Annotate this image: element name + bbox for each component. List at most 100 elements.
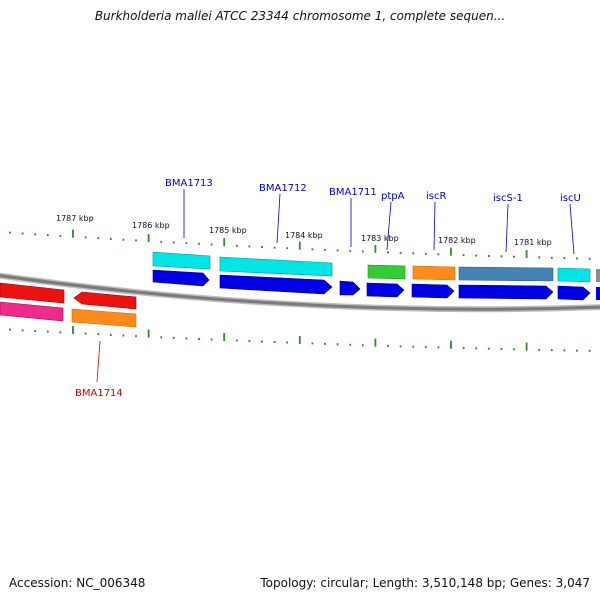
outer-tick	[135, 239, 137, 242]
inner-tick	[525, 342, 528, 351]
inner-tick	[387, 345, 389, 347]
outer-tick	[311, 248, 314, 251]
gene-label-bma1712[interactable]: BMA1712	[259, 183, 307, 194]
feature-edge-grey[interactable]	[596, 269, 600, 282]
feature-row-upper	[0, 251, 600, 310]
kbp-label-1786: 1786 kbp	[132, 221, 170, 230]
outer-tick	[525, 250, 528, 259]
inner-tick	[223, 333, 226, 341]
outer-tick	[160, 240, 163, 243]
gene-label-iscS-1[interactable]: iscS-1	[493, 193, 523, 204]
inner-tick	[475, 347, 478, 350]
inner-tick	[135, 335, 137, 338]
feature-bma1714-red-arrow[interactable]	[73, 291, 137, 310]
inner-tick	[437, 346, 440, 349]
outer-tick	[172, 241, 175, 244]
feature-edge-blue[interactable]	[596, 287, 600, 300]
outer-tick	[387, 251, 389, 254]
feature-bma1713-cds[interactable]	[152, 269, 210, 287]
kbp-label-1784: 1784 kbp	[285, 231, 323, 240]
inner-tick	[185, 337, 188, 340]
kbp-label-1787: 1787 kbp	[56, 214, 94, 223]
outer-tick	[147, 234, 150, 243]
outer-tick	[462, 254, 465, 257]
outer-tick	[500, 255, 503, 258]
feature-left-red[interactable]	[0, 282, 65, 304]
inner-tick	[172, 336, 175, 339]
outer-tick	[223, 238, 226, 247]
gene-label-iscU[interactable]: iscU	[560, 193, 581, 204]
inner-tick	[412, 345, 415, 348]
inner-tick	[500, 348, 503, 350]
inner-tick	[261, 340, 263, 343]
outer-tick	[298, 241, 301, 250]
outer-tick	[349, 249, 352, 252]
feature-bma1713-rna[interactable]	[152, 251, 211, 270]
outer-tick	[538, 256, 541, 259]
feature-bma1712-rna[interactable]	[219, 256, 333, 277]
feature-iscU-rna[interactable]	[557, 267, 591, 283]
inner-tick	[487, 347, 490, 350]
gene-label-ptpA[interactable]: ptpA	[381, 191, 405, 202]
feature-iscR-cds[interactable]	[411, 283, 455, 299]
tick-marks-outer	[9, 229, 591, 260]
feature-iscS-box[interactable]	[458, 266, 554, 282]
outer-tick	[450, 247, 452, 256]
feature-iscR-box[interactable]	[412, 265, 456, 281]
feature-iscS-cds[interactable]	[458, 284, 554, 300]
feature-ptpA-cds[interactable]	[366, 282, 405, 298]
inner-tick	[361, 344, 364, 347]
inner-tick	[72, 326, 74, 334]
kbp-labels: 1787 kbp 1786 kbp 1785 kbp 1784 kbp 1783…	[56, 214, 552, 247]
kbp-label-1783: 1783 kbp	[361, 234, 399, 243]
gene-label-bma1713[interactable]: BMA1713	[165, 178, 213, 189]
feature-bma1714-orange[interactable]	[71, 308, 137, 328]
kbp-label-1782: 1782 kbp	[438, 236, 476, 245]
gene-label-iscR[interactable]: iscR	[426, 191, 446, 202]
gene-label-bma1714[interactable]: BMA1714	[75, 388, 123, 399]
inner-tick	[21, 329, 24, 332]
outer-tick	[72, 229, 74, 238]
outer-tick	[9, 231, 11, 234]
inner-tick	[324, 342, 326, 345]
gene-label-bma1711[interactable]: BMA1711	[329, 187, 377, 198]
inner-tick	[399, 345, 402, 348]
gene-labels: BMA1713 BMA1712 BMA1711 ptpA iscR iscS-1…	[75, 178, 581, 399]
outer-tick	[324, 248, 326, 251]
outer-tick	[437, 253, 440, 256]
outer-tick	[550, 256, 553, 259]
inner-tick	[46, 330, 49, 333]
inner-tick	[588, 349, 591, 352]
inner-tick	[286, 341, 289, 344]
inner-tick	[248, 340, 251, 343]
inner-tick	[576, 349, 578, 352]
map-title: Burkholderia mallei ATCC 23344 chromosom…	[94, 9, 506, 23]
kbp-label-1785: 1785 kbp	[209, 226, 247, 235]
inner-tick	[336, 343, 339, 346]
inner-tick	[235, 339, 238, 342]
inner-tick	[122, 334, 125, 337]
inner-tick	[450, 340, 452, 349]
feature-bma1711-cds[interactable]	[339, 280, 361, 296]
outer-tick	[21, 232, 24, 235]
inner-tick	[84, 332, 87, 335]
inner-tick	[210, 338, 213, 341]
feature-left-pink[interactable]	[0, 301, 64, 322]
kbp-label-1781: 1781 kbp	[514, 238, 552, 247]
outer-tick	[235, 244, 238, 247]
outer-tick	[273, 246, 276, 249]
feature-bma1712-cds[interactable]	[219, 274, 333, 295]
inner-tick	[311, 342, 314, 345]
topology-label: Topology: circular; Length: 3,510,148 bp…	[260, 576, 590, 590]
inner-tick	[513, 348, 515, 351]
inner-tick	[298, 336, 301, 344]
outer-tick	[185, 242, 188, 245]
outer-tick	[563, 257, 566, 260]
feature-ptpA-box[interactable]	[367, 264, 406, 280]
outer-tick	[59, 234, 62, 237]
outer-tick	[336, 249, 339, 252]
outer-tick	[399, 251, 402, 254]
outer-tick	[475, 254, 478, 257]
outer-tick	[412, 252, 415, 255]
feature-iscU-cds[interactable]	[557, 285, 591, 301]
